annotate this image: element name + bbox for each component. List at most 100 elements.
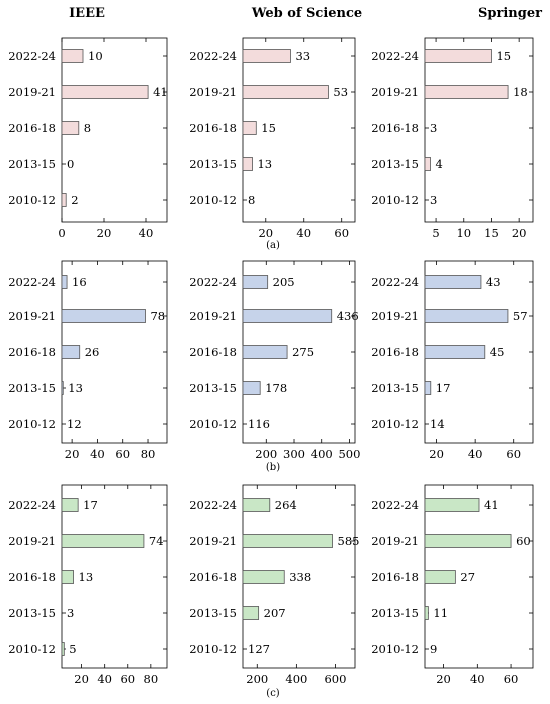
- value-label: 8: [84, 121, 91, 135]
- value-label: 4: [436, 157, 443, 171]
- bar: [242, 345, 288, 359]
- x-tick-label: 20: [429, 447, 444, 461]
- category-label: 2013-15: [371, 157, 419, 171]
- x-tick-label: 40: [470, 672, 485, 686]
- bar: [242, 534, 333, 548]
- value-label: 27: [460, 570, 475, 584]
- category-label: 2019-21: [371, 309, 419, 323]
- category-label: 2022-24: [371, 275, 419, 289]
- x-tick-label: 200: [255, 447, 277, 461]
- x-tick-label: 60: [334, 226, 349, 240]
- x-tick-label: 60: [120, 672, 135, 686]
- bar-chart-c-3: 20 40 60 2022-24 41 2019-21 60 2016-18 27 2013-15…: [371, 484, 534, 686]
- bar: [61, 121, 80, 135]
- value-label: 33: [295, 49, 310, 63]
- category-label: 2022-24: [371, 498, 419, 512]
- value-label: 338: [289, 570, 311, 584]
- category-label: 2010-12: [8, 417, 56, 431]
- bar: [61, 49, 84, 63]
- category-label: 2022-24: [8, 49, 56, 63]
- value-label: 41: [484, 498, 499, 512]
- category-label: 2010-12: [189, 417, 237, 431]
- value-label: 11: [433, 606, 448, 620]
- category-label: 2010-12: [371, 642, 419, 656]
- value-label: 13: [257, 157, 272, 171]
- caption-b: (b): [266, 462, 280, 473]
- value-label: 15: [496, 49, 511, 63]
- x-tick-label: 80: [144, 672, 159, 686]
- category-label: 2019-21: [371, 85, 419, 99]
- bar: [424, 49, 492, 63]
- x-tick-label: 40: [97, 672, 112, 686]
- category-label: 2016-18: [189, 570, 237, 584]
- x-tick-label: 20: [512, 226, 527, 240]
- x-tick-label: 10: [456, 226, 471, 240]
- bar-chart-a-3: 5 10 15 20 2022-24 15 2019-21 18 2016-18 3 2013-15…: [371, 37, 534, 240]
- category-label: 2013-15: [371, 606, 419, 620]
- category-label: 2010-12: [371, 417, 419, 431]
- bar-chart-b-1: 20 40 60 80 2022-24 16 2019-21 78 2016-18 26 2013-…: [8, 260, 168, 461]
- value-label: 57: [513, 309, 528, 323]
- value-label: 0: [67, 157, 74, 171]
- x-tick-label: 600: [324, 672, 346, 686]
- bar: [424, 309, 509, 323]
- category-label: 2019-21: [8, 85, 56, 99]
- category-label: 2013-15: [371, 381, 419, 395]
- bar: [61, 345, 81, 359]
- x-tick-label: 20: [436, 672, 451, 686]
- value-label: 12: [67, 417, 82, 431]
- x-tick-label: 15: [484, 226, 499, 240]
- value-label: 60: [516, 534, 531, 548]
- category-label: 2016-18: [189, 345, 237, 359]
- value-label: 17: [436, 381, 451, 395]
- category-label: 2019-21: [189, 534, 237, 548]
- value-label: 74: [149, 534, 164, 548]
- column-title-springer: Springer: [478, 6, 542, 21]
- value-label: 127: [248, 642, 270, 656]
- bar: [424, 275, 482, 289]
- category-label: 2016-18: [8, 345, 56, 359]
- plot-frame: [424, 37, 534, 223]
- value-label: 3: [430, 193, 437, 207]
- column-title-ieee: IEEE: [69, 6, 105, 21]
- value-label: 2: [71, 193, 78, 207]
- category-label: 2013-15: [189, 606, 237, 620]
- x-tick-label: 40: [139, 226, 154, 240]
- category-label: 2016-18: [371, 121, 419, 135]
- value-label: 78: [150, 309, 165, 323]
- value-label: 45: [490, 345, 505, 359]
- bar: [61, 534, 145, 548]
- category-label: 2013-15: [189, 157, 237, 171]
- column-title-web-of-science: Web of Science: [251, 6, 362, 21]
- value-label: 10: [88, 49, 103, 63]
- value-label: 207: [264, 606, 286, 620]
- bar: [424, 498, 480, 512]
- bar: [424, 345, 486, 359]
- bar: [242, 275, 269, 289]
- bar: [424, 606, 429, 620]
- bar: [61, 570, 74, 584]
- value-label: 264: [275, 498, 297, 512]
- x-tick-label: 20: [258, 226, 273, 240]
- value-label: 14: [430, 417, 445, 431]
- x-tick-label: 20: [74, 672, 89, 686]
- category-label: 2016-18: [371, 570, 419, 584]
- value-label: 3: [430, 121, 437, 135]
- bar-chart-c-1: 20 40 60 80 2022-24 17 2019-21 74 2016-18 13 2013-…: [8, 484, 168, 686]
- value-label: 26: [85, 345, 100, 359]
- category-label: 2022-24: [8, 498, 56, 512]
- category-label: 2022-24: [371, 49, 419, 63]
- category-label: 2013-15: [8, 381, 56, 395]
- category-label: 2010-12: [8, 642, 56, 656]
- bar: [424, 157, 431, 171]
- bar-chart-a-1: 0 20 40 2022-24 10 2019-21 41 2016-18 8 2013-15 0 2…: [8, 37, 168, 240]
- bar: [61, 498, 79, 512]
- category-label: 2022-24: [8, 275, 56, 289]
- bar: [424, 381, 432, 395]
- bar: [61, 85, 149, 99]
- x-tick-label: 300: [283, 447, 305, 461]
- category-label: 2013-15: [189, 381, 237, 395]
- category-label: 2016-18: [8, 121, 56, 135]
